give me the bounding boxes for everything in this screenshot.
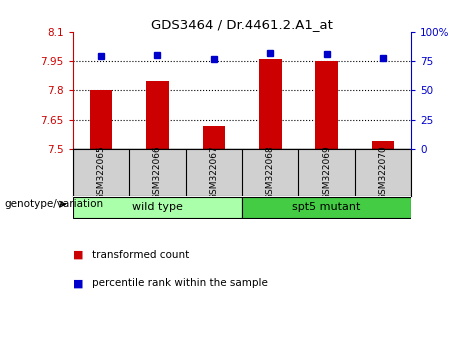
Text: transformed count: transformed count [92, 250, 189, 260]
Text: ■: ■ [73, 250, 83, 260]
Bar [315, 61, 338, 149]
Text: GSM322070: GSM322070 [378, 145, 388, 200]
Bar [146, 81, 169, 149]
Bar [90, 91, 112, 149]
Bar [73, 197, 242, 218]
Text: GSM322066: GSM322066 [153, 145, 162, 200]
Bar [242, 197, 411, 218]
Bar [259, 59, 282, 149]
Bar [372, 141, 394, 149]
Text: spt5 mutant: spt5 mutant [292, 202, 361, 212]
Text: GSM322065: GSM322065 [96, 145, 106, 200]
Text: genotype/variation: genotype/variation [5, 199, 104, 209]
Bar [203, 126, 225, 149]
Title: GDS3464 / Dr.4461.2.A1_at: GDS3464 / Dr.4461.2.A1_at [151, 18, 333, 31]
Text: wild type: wild type [132, 202, 183, 212]
Text: percentile rank within the sample: percentile rank within the sample [92, 278, 267, 288]
Text: GSM322069: GSM322069 [322, 145, 331, 200]
Text: GSM322067: GSM322067 [209, 145, 219, 200]
Text: GSM322068: GSM322068 [266, 145, 275, 200]
Text: ■: ■ [73, 278, 83, 288]
